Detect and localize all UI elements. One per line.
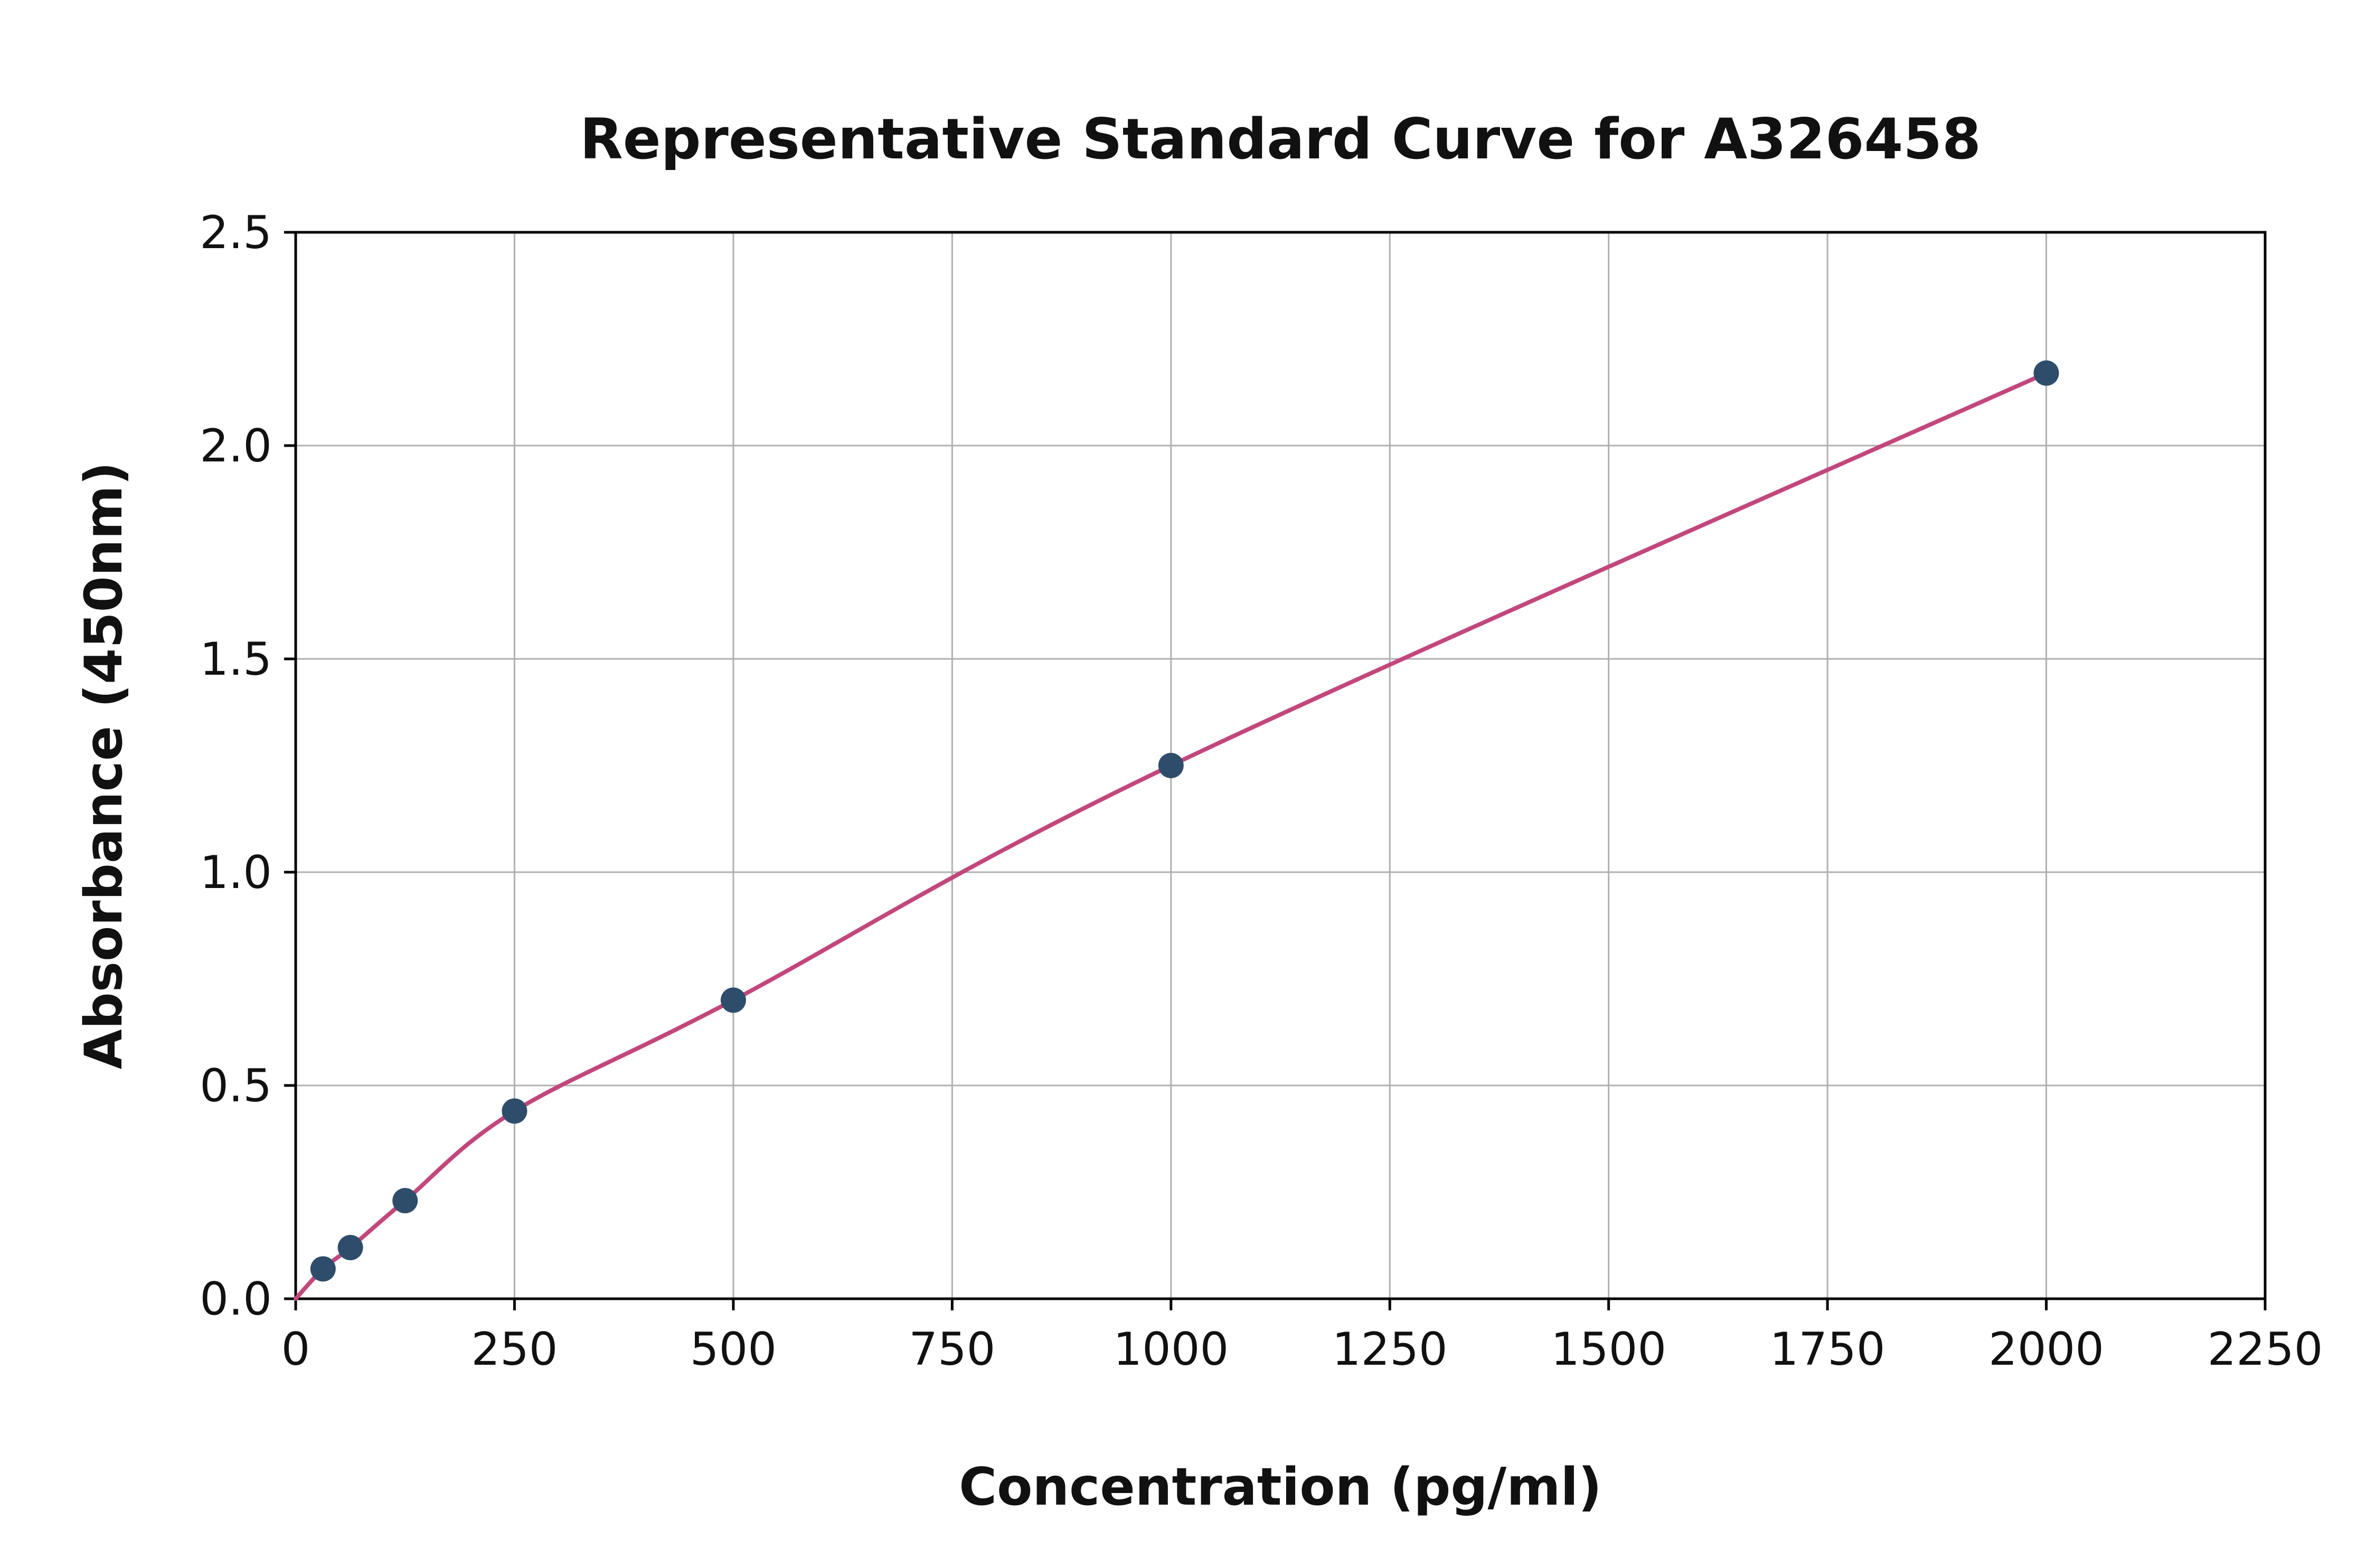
x-tick-label: 2000 — [1988, 1323, 2104, 1376]
x-tick-label: 1500 — [1551, 1323, 1666, 1376]
x-tick-label: 1000 — [1113, 1323, 1229, 1376]
x-tick-label: 0 — [281, 1323, 310, 1376]
plot-border — [294, 231, 2267, 1300]
data-point — [392, 1188, 418, 1214]
x-tick-label: 1250 — [1332, 1323, 1448, 1376]
data-point — [310, 1256, 336, 1282]
x-tick-label: 500 — [690, 1323, 777, 1376]
y-tick-label: 2.0 — [200, 420, 272, 473]
x-tick-label: 1750 — [1770, 1323, 1885, 1376]
data-point — [2033, 360, 2059, 386]
data-point — [502, 1098, 527, 1124]
y-tick-label: 0.0 — [200, 1273, 272, 1326]
data-point — [720, 987, 746, 1013]
y-tick-label: 2.5 — [200, 206, 272, 259]
y-axis-label: Absorbance (450nm) — [74, 462, 134, 1070]
y-tick-label: 1.5 — [200, 633, 272, 686]
chart-title: Representative Standard Curve for A32645… — [580, 107, 1981, 172]
data-point — [1158, 753, 1184, 778]
y-tick-label: 1.0 — [200, 846, 272, 899]
x-tick-label: 750 — [909, 1323, 995, 1376]
x-tick-label: 2250 — [2208, 1323, 2323, 1376]
axes-layer: 0 250 500 750 1000 1250 1500 1750 2000 2250 0.0 0.5… — [200, 206, 2323, 1376]
x-tick-label: 250 — [471, 1323, 558, 1376]
grid-layer — [295, 231, 2266, 1300]
data-point — [337, 1235, 363, 1261]
x-axis-label: Concentration (pg/ml) — [959, 1457, 1602, 1517]
series-layer — [294, 360, 2059, 1301]
y-tick-label: 0.5 — [200, 1060, 272, 1112]
